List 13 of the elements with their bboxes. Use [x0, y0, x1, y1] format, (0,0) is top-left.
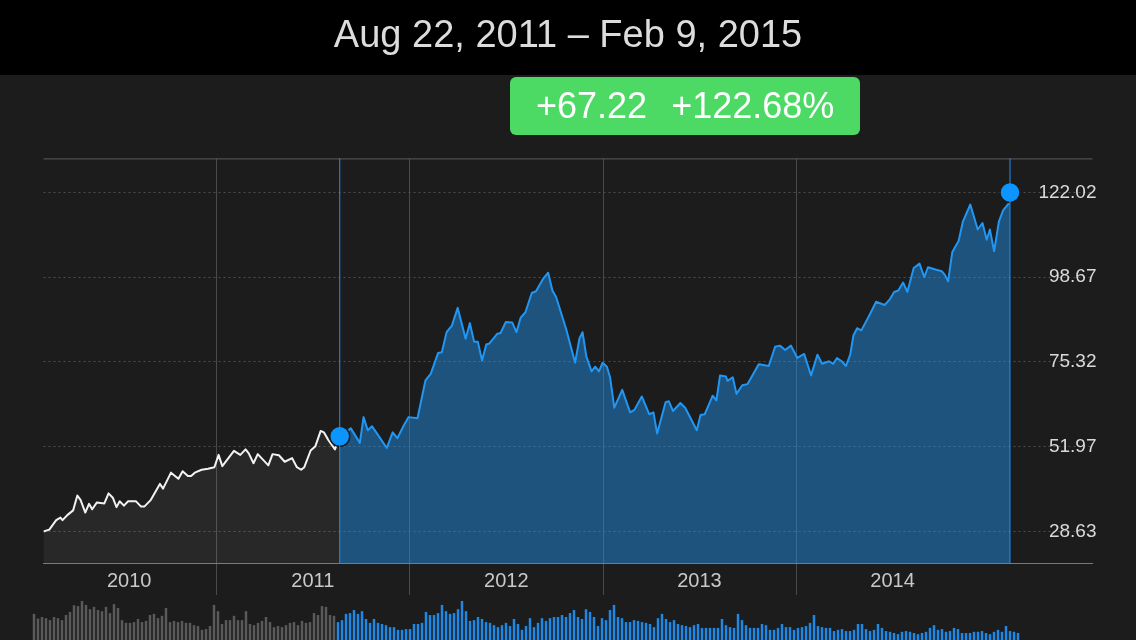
x-tick-label: 2013	[677, 568, 722, 591]
y-tick-label: 75.32	[1048, 350, 1097, 372]
y-tick-label: 51.97	[1048, 434, 1097, 456]
x-tick-label: 2014	[870, 568, 915, 591]
x-tick-label: 2011	[291, 568, 335, 591]
x-tick-label: 2012	[484, 568, 529, 591]
chart-title: Aug 22, 2011 – Feb 9, 2015	[0, 0, 1136, 75]
text: +67.22	[536, 85, 648, 126]
x-tick-label: 2010	[106, 568, 152, 591]
y-tick-label: 28.63	[1048, 519, 1097, 541]
text: +122.68%	[671, 85, 835, 126]
y-tick-label: 122.02	[1038, 180, 1097, 202]
y-tick-label: 98.67	[1048, 265, 1097, 287]
